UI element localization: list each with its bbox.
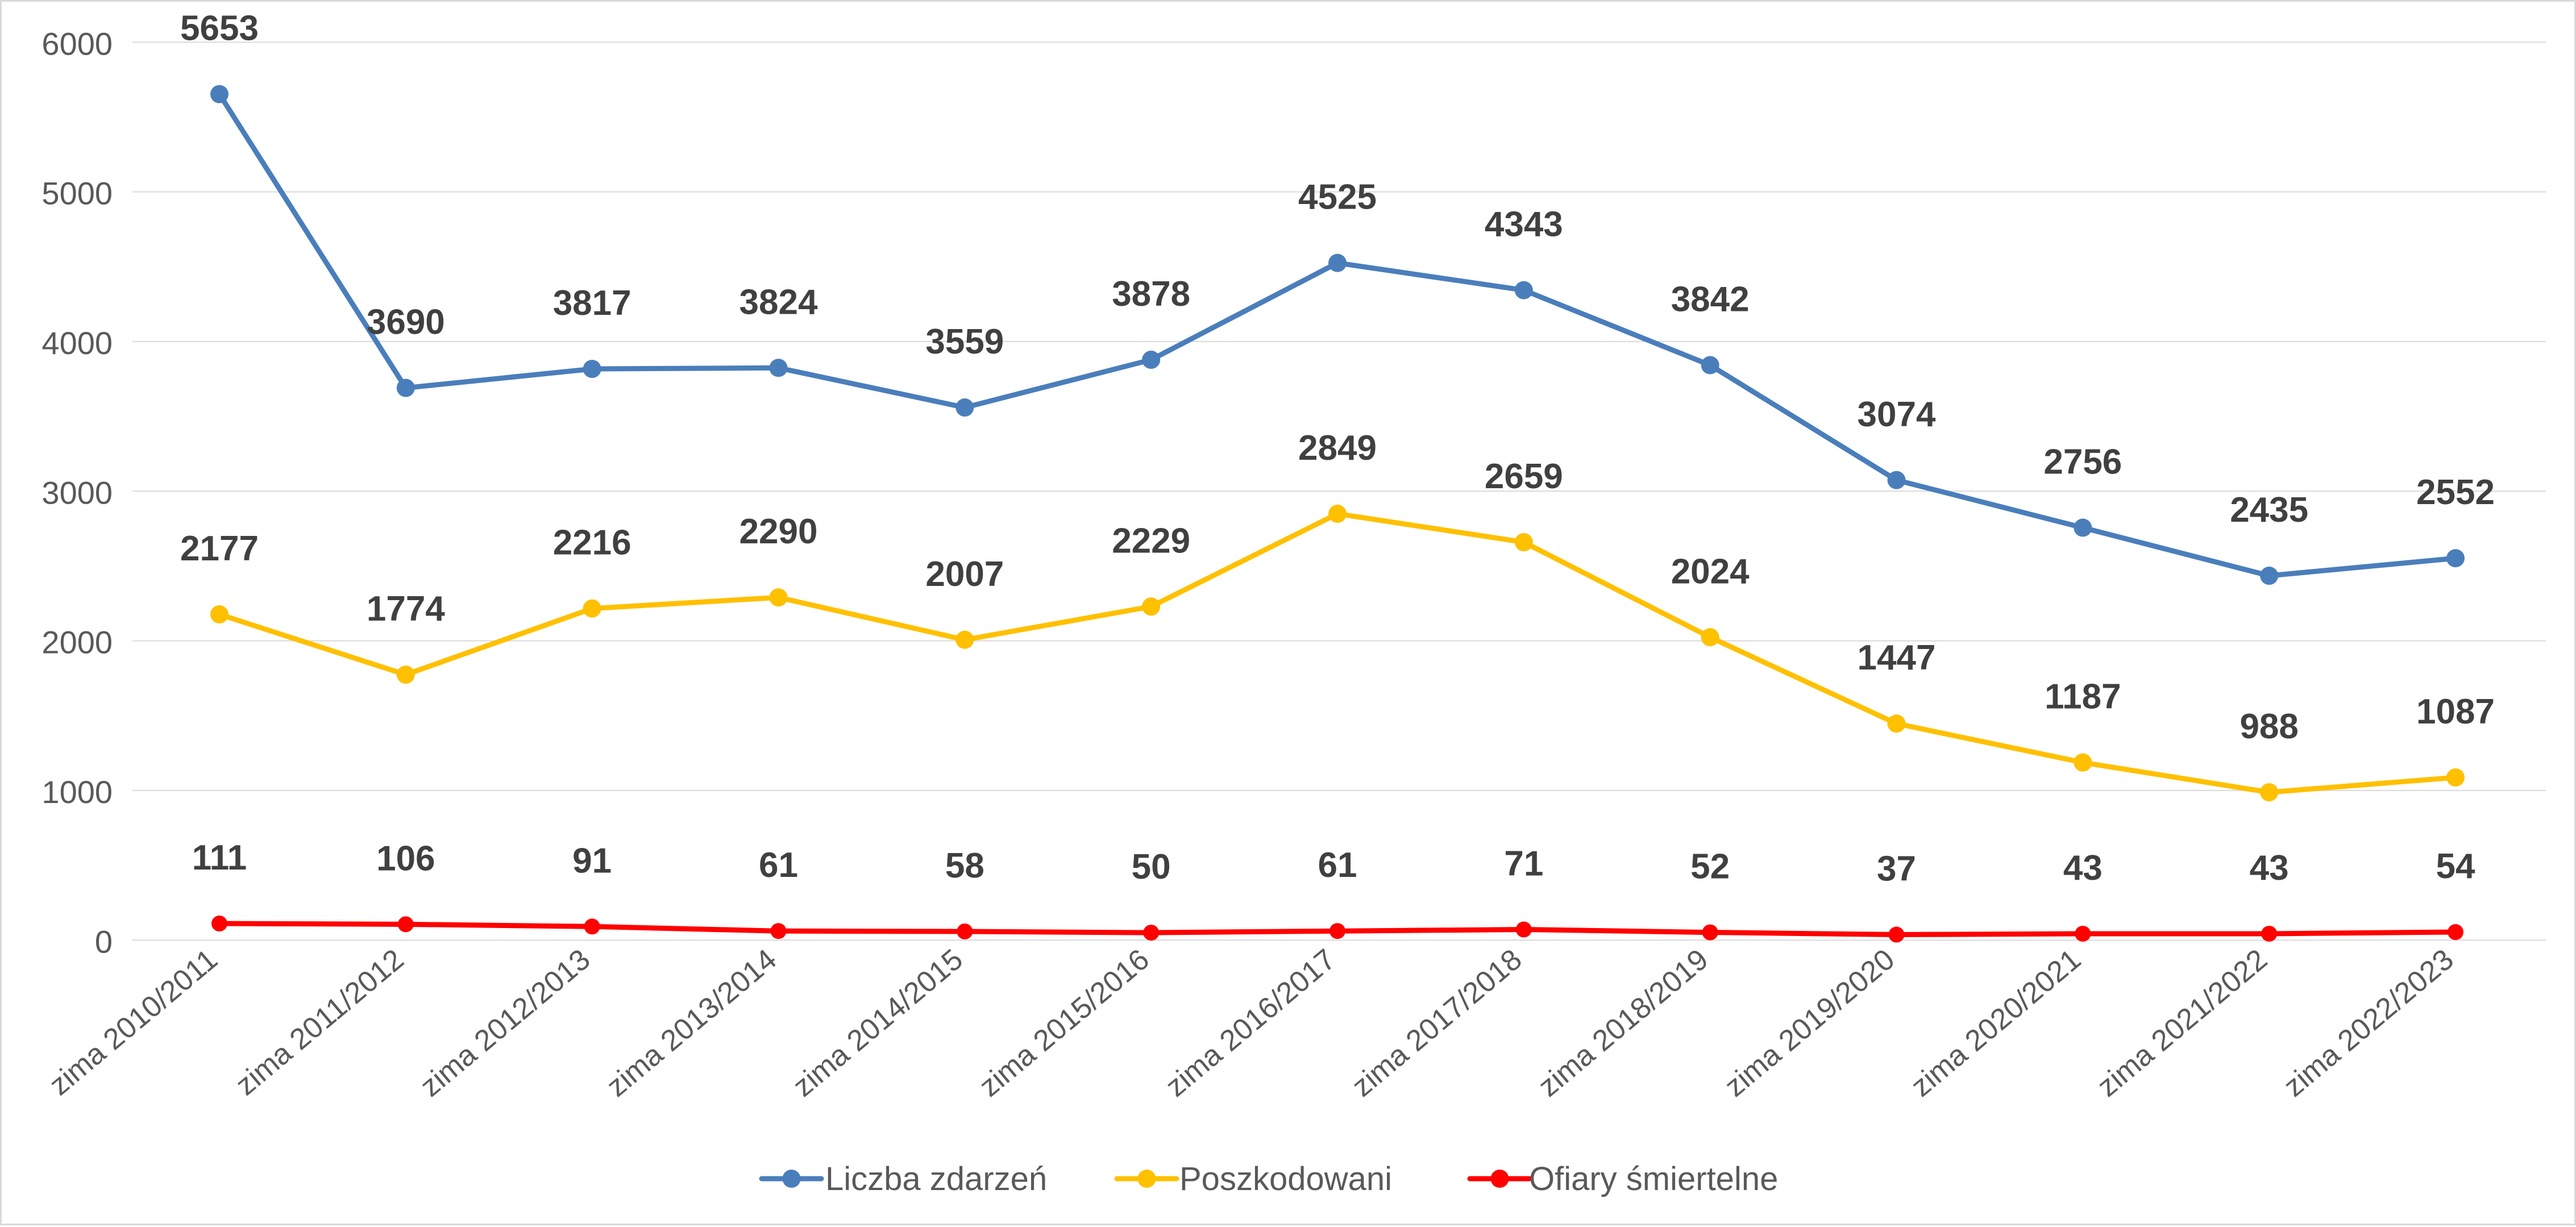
svg-text:50: 50	[1132, 847, 1171, 887]
svg-text:1187: 1187	[2045, 677, 2121, 717]
svg-text:zima 2010/2011: zima 2010/2011	[43, 943, 224, 1102]
svg-text:4525: 4525	[1298, 178, 1377, 217]
svg-text:zima 2013/2014: zima 2013/2014	[600, 943, 783, 1103]
svg-text:2659: 2659	[1485, 457, 1563, 496]
svg-text:zima 2021/2022: zima 2021/2022	[2091, 943, 2274, 1103]
svg-text:2435: 2435	[2230, 490, 2308, 530]
svg-text:2007: 2007	[925, 555, 1004, 594]
svg-text:43: 43	[2250, 848, 2289, 888]
svg-text:3559: 3559	[925, 322, 1004, 361]
svg-text:988: 988	[2240, 707, 2298, 746]
svg-text:91: 91	[572, 841, 612, 880]
svg-text:5000: 5000	[41, 176, 113, 211]
svg-text:2849: 2849	[1298, 429, 1377, 468]
svg-text:Poszkodowani: Poszkodowani	[1179, 1161, 1392, 1197]
svg-text:2216: 2216	[553, 523, 631, 563]
svg-text:2024: 2024	[1671, 552, 1750, 591]
svg-text:zima 2015/2016: zima 2015/2016	[973, 943, 1156, 1103]
svg-text:zima 2017/2018: zima 2017/2018	[1346, 943, 1528, 1103]
svg-text:zima 2022/2023: zima 2022/2023	[2278, 943, 2460, 1103]
svg-text:zima 2011/2012: zima 2011/2012	[230, 943, 410, 1102]
svg-text:3000: 3000	[41, 475, 113, 510]
svg-text:3842: 3842	[1671, 280, 1750, 319]
svg-text:2177: 2177	[180, 529, 259, 568]
svg-text:Ofiary śmiertelne: Ofiary śmiertelne	[1529, 1161, 1778, 1197]
svg-text:106: 106	[376, 839, 435, 878]
svg-text:37: 37	[1877, 850, 1916, 889]
svg-text:1774: 1774	[367, 589, 445, 629]
svg-text:zima 2020/2021: zima 2020/2021	[1905, 943, 2087, 1103]
svg-text:58: 58	[945, 846, 984, 885]
svg-text:5653: 5653	[180, 9, 259, 48]
svg-text:2552: 2552	[2416, 473, 2495, 512]
svg-text:zima 2018/2019: zima 2018/2019	[1532, 943, 1715, 1103]
svg-text:6000: 6000	[41, 26, 113, 61]
svg-text:71: 71	[1504, 845, 1543, 884]
svg-text:Liczba zdarzeń: Liczba zdarzeń	[825, 1161, 1047, 1197]
svg-text:1000: 1000	[41, 774, 113, 810]
svg-text:4343: 4343	[1485, 205, 1563, 244]
svg-text:2000: 2000	[41, 625, 113, 660]
svg-text:3690: 3690	[367, 303, 445, 342]
svg-text:111: 111	[192, 838, 247, 877]
svg-text:zima 2016/2017: zima 2016/2017	[1160, 943, 1342, 1103]
svg-text:zima 2019/2020: zima 2019/2020	[1718, 943, 1901, 1103]
svg-text:0: 0	[95, 924, 113, 959]
svg-text:61: 61	[759, 846, 798, 885]
svg-text:zima 2014/2015: zima 2014/2015	[787, 943, 969, 1103]
svg-text:3817: 3817	[553, 284, 631, 323]
svg-text:2290: 2290	[739, 512, 818, 551]
svg-text:2756: 2756	[2043, 443, 2122, 482]
svg-text:43: 43	[2063, 848, 2103, 888]
svg-text:4000: 4000	[41, 325, 113, 361]
svg-text:54: 54	[2436, 847, 2475, 886]
svg-text:zima 2012/2013: zima 2012/2013	[414, 943, 597, 1103]
svg-text:3824: 3824	[739, 282, 818, 322]
svg-text:1087: 1087	[2416, 692, 2495, 731]
svg-text:61: 61	[1318, 846, 1357, 885]
svg-text:52: 52	[1690, 847, 1730, 887]
svg-text:3878: 3878	[1112, 274, 1190, 314]
svg-text:3074: 3074	[1858, 395, 1936, 434]
svg-text:1447: 1447	[1858, 638, 1936, 677]
svg-text:2229: 2229	[1112, 521, 1190, 560]
